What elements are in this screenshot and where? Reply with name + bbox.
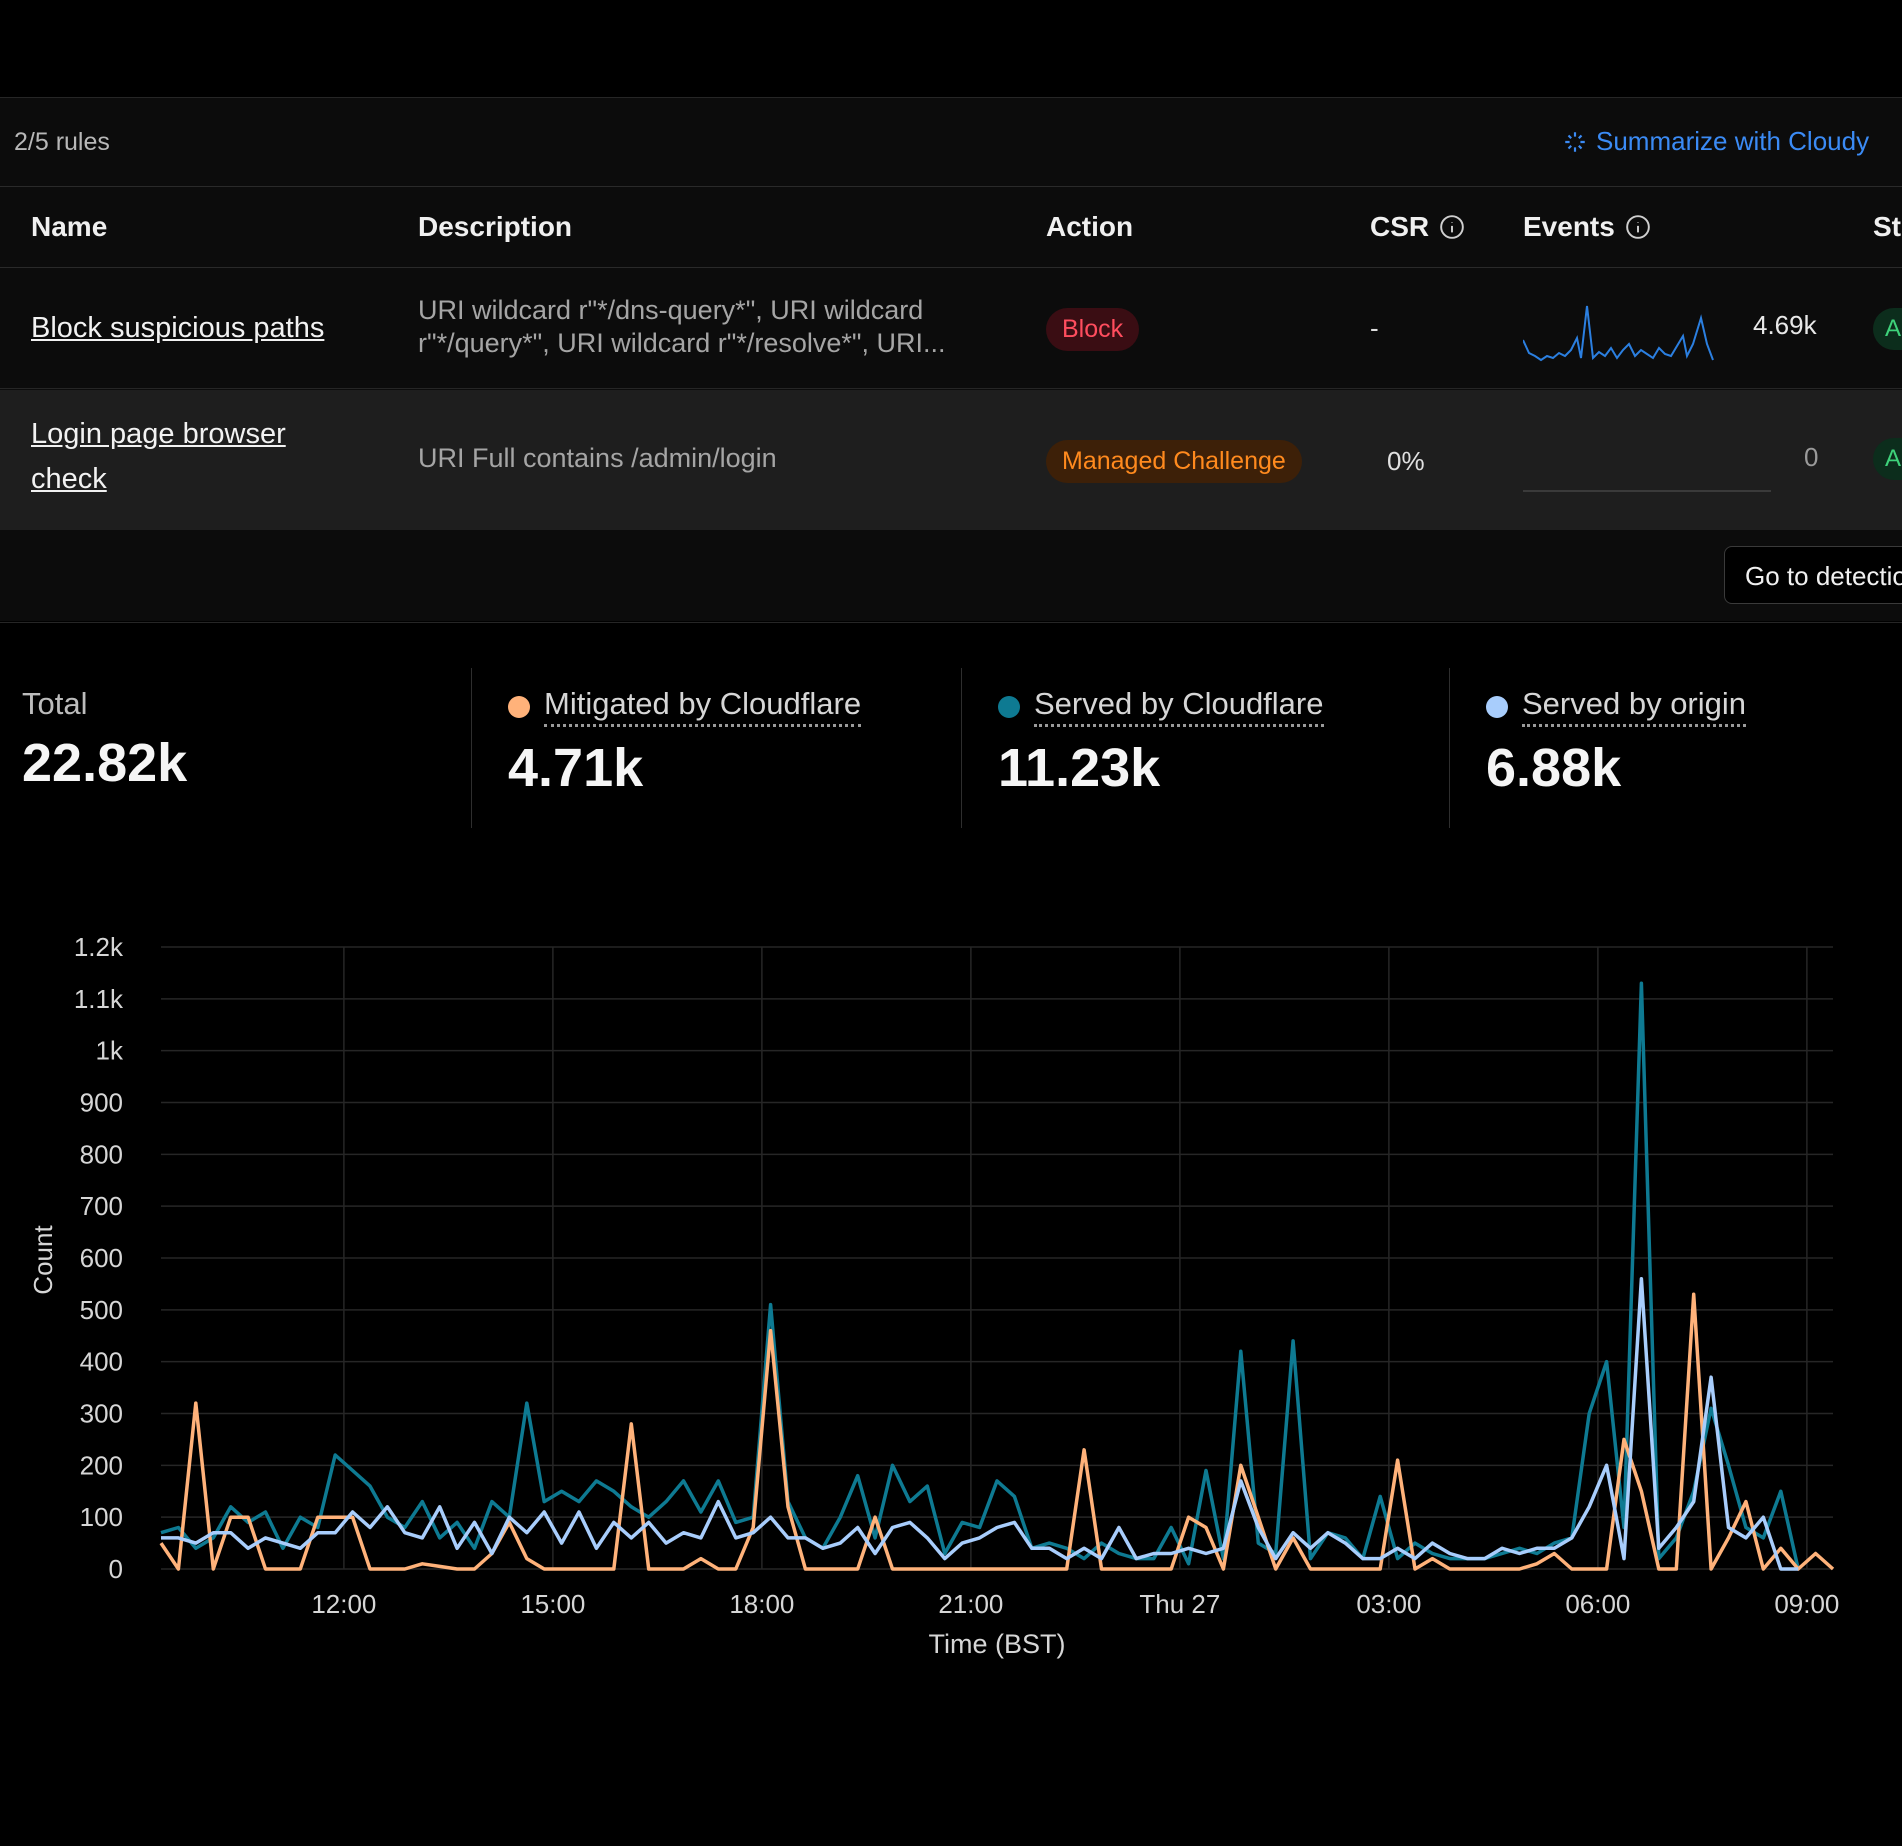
column-header-action[interactable]: Action xyxy=(1046,211,1134,242)
stat-value: 11.23k xyxy=(998,738,1161,798)
stat-label[interactable]: Served by Cloudflare xyxy=(1034,686,1324,727)
y-tick-label: 1.2k xyxy=(74,932,124,962)
stat-total: Total 22.82k xyxy=(22,668,187,828)
summarize-label: Summarize with Cloudy xyxy=(1596,126,1870,156)
stat-label[interactable]: Served by origin xyxy=(1522,686,1747,727)
rules-count: 2/5 rules xyxy=(14,128,110,156)
y-tick-label: 600 xyxy=(80,1243,123,1273)
table-header: Name Description Action CSR Events St xyxy=(0,187,1902,268)
x-tick-label: 06:00 xyxy=(1565,1589,1630,1619)
events-count: 0 xyxy=(1804,442,1819,472)
column-header-description[interactable]: Description xyxy=(418,211,573,242)
divider xyxy=(0,622,1902,623)
y-tick-label: 400 xyxy=(80,1347,123,1377)
x-tick-label: Thu 27 xyxy=(1139,1589,1220,1619)
csr-value: 0% xyxy=(1387,446,1425,476)
y-tick-label: 900 xyxy=(80,1088,123,1118)
csr-value: - xyxy=(1370,313,1379,343)
x-tick-label: 03:00 xyxy=(1356,1589,1421,1619)
table-row[interactable]: Login page browser check URI Full contai… xyxy=(0,390,1902,530)
rule-description: URI wildcard r"*/dns-query*", URI wildca… xyxy=(418,295,946,358)
stat-divider xyxy=(961,668,962,828)
x-tick-label: 09:00 xyxy=(1774,1589,1839,1619)
legend-dot xyxy=(508,695,530,718)
stat-served-origin[interactable]: Served by origin 6.88k xyxy=(1486,668,1747,828)
top-bar xyxy=(0,0,1902,98)
rule-name-link[interactable]: Block suspicious paths xyxy=(31,312,325,344)
legend-dot xyxy=(1486,695,1508,718)
y-tick-label: 500 xyxy=(80,1295,123,1325)
x-axis-label: Time (BST) xyxy=(929,1629,1066,1659)
y-tick-label: 1k xyxy=(96,1036,124,1066)
series-line-served-by-cloudflare xyxy=(160,981,1800,1570)
events-sparkline xyxy=(1523,305,1714,362)
stat-divider xyxy=(1449,668,1450,828)
rules-panel: 2/5 rules Summarize with Cloudy Name Des… xyxy=(0,98,1902,621)
stat-value: 6.88k xyxy=(1486,738,1622,798)
x-tick-label: 21:00 xyxy=(938,1589,1003,1619)
y-tick-label: 100 xyxy=(80,1502,123,1532)
info-icon[interactable] xyxy=(1439,214,1465,240)
info-icon[interactable] xyxy=(1625,214,1651,240)
status-badge: A xyxy=(1873,438,1902,480)
y-tick-label: 0 xyxy=(109,1554,123,1584)
column-header-events[interactable]: Events xyxy=(1523,211,1651,243)
series-line-served-by-origin xyxy=(161,1276,1799,1571)
x-tick-label: 15:00 xyxy=(520,1589,585,1619)
traffic-chart[interactable]: 0 100 200 300 400 500 600 700 800 900 1k 1.1k 1.2k 12… xyxy=(0,900,1902,1680)
sparkle-icon xyxy=(1565,131,1585,152)
y-tick-label: 1.1k xyxy=(74,984,124,1014)
rule-description: URI Full contains /admin/login xyxy=(418,443,777,473)
y-tick-label: 800 xyxy=(80,1139,123,1169)
stat-divider xyxy=(471,668,472,828)
x-tick-label: 18:00 xyxy=(729,1589,794,1619)
y-tick-label: 700 xyxy=(80,1191,123,1221)
series-line-mitigated-by-cloudflare xyxy=(159,1292,1835,1571)
y-tick-label: 200 xyxy=(80,1450,123,1480)
summarize-with-cloudy-link[interactable]: Summarize with Cloudy xyxy=(1562,126,1869,157)
traffic-stats: Total 22.82k Mitigated by Cloudflare 4.7… xyxy=(0,668,1902,828)
action-badge-managed-challenge: Managed Challenge xyxy=(1046,440,1302,483)
rules-toolbar: 2/5 rules Summarize with Cloudy xyxy=(0,98,1902,187)
legend-dot xyxy=(998,695,1020,718)
stat-served-cloudflare[interactable]: Served by Cloudflare 11.23k xyxy=(998,668,1324,828)
column-header-name[interactable]: Name xyxy=(31,211,108,242)
stat-mitigated[interactable]: Mitigated by Cloudflare 4.71k xyxy=(508,668,862,828)
y-tick-label: 300 xyxy=(80,1399,123,1429)
x-tick-label: 12:00 xyxy=(311,1589,376,1619)
column-header-status[interactable]: St xyxy=(1873,211,1901,242)
y-axis-label: Count xyxy=(28,1225,58,1295)
action-badge-block: Block xyxy=(1046,308,1140,351)
status-badge: A xyxy=(1873,308,1902,350)
events-count: 4.69k xyxy=(1753,310,1817,340)
stat-label: Total xyxy=(22,686,88,721)
table-row[interactable]: Block suspicious paths URI wildcard r"*/… xyxy=(0,268,1902,389)
stat-value: 4.71k xyxy=(508,738,644,798)
go-to-detection-button[interactable]: Go to detectio xyxy=(1724,546,1902,604)
rule-name-link[interactable]: Login page browser check xyxy=(31,418,286,495)
stat-label[interactable]: Mitigated by Cloudflare xyxy=(544,686,862,727)
events-sparkline-empty xyxy=(1523,490,1771,492)
stat-value: 22.82k xyxy=(22,733,188,793)
column-header-csr[interactable]: CSR xyxy=(1370,211,1465,243)
